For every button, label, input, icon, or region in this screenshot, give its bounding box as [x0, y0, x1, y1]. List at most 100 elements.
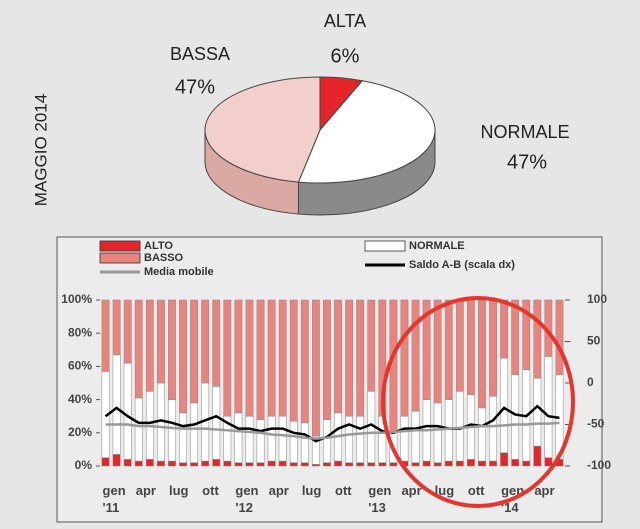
y2-tick-label: -100 — [587, 458, 611, 472]
x-tick-label: lug — [435, 483, 455, 498]
bar-segment — [256, 462, 265, 467]
bar-segment — [168, 460, 176, 467]
x-tick-label: ott — [468, 483, 485, 498]
bar-segment — [112, 454, 121, 467]
bar-segment — [433, 402, 442, 463]
bar-segment — [345, 462, 354, 467]
bar-segment — [234, 462, 243, 467]
x-tick-label-line: ott — [335, 483, 352, 498]
legend-label: ALTO — [144, 240, 173, 252]
x-tick-label: apr — [136, 483, 156, 498]
x-tick-label-line: apr — [269, 483, 289, 498]
bar-segment — [145, 299, 154, 392]
bar-chart: 0% 20% 40% 60% 80% 100% -100 -50 0 50 100 gen '11 apr… — [61, 240, 611, 516]
bar-segment — [478, 299, 486, 409]
bar-segment — [489, 396, 497, 462]
x-tick-label: lug — [302, 483, 322, 498]
bar-segment — [345, 299, 354, 417]
x-tick-label-line: lug — [169, 483, 189, 498]
bar-segment — [522, 299, 531, 370]
legend-swatch — [364, 240, 406, 252]
bar-segment — [156, 460, 165, 467]
bar-segment — [323, 462, 331, 467]
bar-segment — [511, 459, 520, 467]
bar-segment — [245, 415, 254, 463]
bar-segment — [489, 299, 497, 397]
line-series — [105, 421, 560, 440]
bar-segment — [201, 460, 210, 467]
bar-segment — [267, 299, 276, 417]
bar-segment — [511, 299, 520, 375]
bar-segment — [267, 460, 276, 467]
bar-segment — [256, 299, 265, 420]
bar-segment — [422, 299, 431, 400]
bar-segment — [323, 419, 331, 463]
bar-segment — [123, 299, 132, 364]
bar-segment — [411, 299, 420, 412]
bar-segment — [134, 299, 143, 399]
x-tick-label-line: '11 — [103, 500, 120, 515]
slice-label: BASSA — [170, 44, 230, 64]
highlight-circle — [381, 296, 575, 508]
bar-segment — [278, 299, 287, 417]
x-tick-label-line: lug — [302, 483, 322, 498]
bar-segment — [356, 462, 365, 467]
legend-label: NORMALE — [409, 240, 465, 252]
bar-segment — [367, 462, 376, 467]
bar-segment — [300, 422, 309, 463]
bar-segment — [411, 410, 420, 463]
bar-segment — [168, 399, 176, 462]
bar-segment — [544, 457, 553, 467]
bar-segment — [278, 460, 287, 467]
bar-segment — [455, 460, 464, 467]
bar-segment — [311, 299, 320, 437]
bar-segment — [466, 459, 475, 467]
bar-segment — [190, 462, 199, 467]
pie-title: MAGGIO 2014 — [31, 94, 50, 206]
bar-segment — [179, 412, 187, 463]
bar-segment — [168, 299, 176, 400]
bar-segment — [533, 299, 542, 379]
bar-segment — [455, 391, 464, 462]
y2-tick-label: 100 — [587, 292, 607, 306]
y-tick-label: 20% — [68, 425, 92, 439]
slice-value-label: 6% — [331, 45, 360, 67]
bar-segment — [422, 460, 431, 467]
bar-segment — [511, 374, 520, 460]
x-tick-label-line: gen — [103, 483, 126, 498]
bar-segment — [223, 299, 232, 417]
bar-segment — [123, 459, 132, 467]
x-tick-label-line: ott — [468, 483, 485, 498]
x-tick-label: apr — [534, 483, 554, 498]
x-tick-label: apr — [269, 483, 289, 498]
bar-segment — [444, 460, 453, 467]
y2-tick-label: 0 — [587, 375, 594, 389]
bar-segment — [334, 299, 342, 414]
x-tick-label-line: '13 — [368, 500, 386, 515]
bar-segment — [112, 354, 121, 455]
bar-segment — [334, 460, 342, 467]
bar-segment — [356, 299, 365, 417]
bar-segment — [478, 460, 486, 467]
bar-segment — [256, 419, 265, 463]
bar-segment — [533, 377, 542, 447]
x-tick-label-line: apr — [534, 483, 554, 498]
bar-segment — [466, 299, 475, 395]
bar-segment — [145, 459, 154, 467]
x-tick-label: gen '13 — [368, 483, 391, 515]
bar-segment — [179, 299, 187, 414]
bar-segment — [289, 420, 298, 463]
bar-segment — [134, 460, 143, 467]
slice-value-label: 47% — [507, 151, 547, 173]
bar-segment — [101, 299, 110, 372]
x-tick-label-line: apr — [401, 483, 421, 498]
legend-label: Saldo A-B (scala dx) — [409, 259, 515, 271]
bar-segment — [378, 462, 387, 467]
bar-segment — [101, 457, 110, 467]
bar-segment — [500, 299, 509, 359]
bar-segment — [367, 299, 376, 392]
bar-segment — [190, 299, 199, 404]
bar-segment — [489, 460, 497, 467]
bar-segment — [190, 402, 199, 463]
